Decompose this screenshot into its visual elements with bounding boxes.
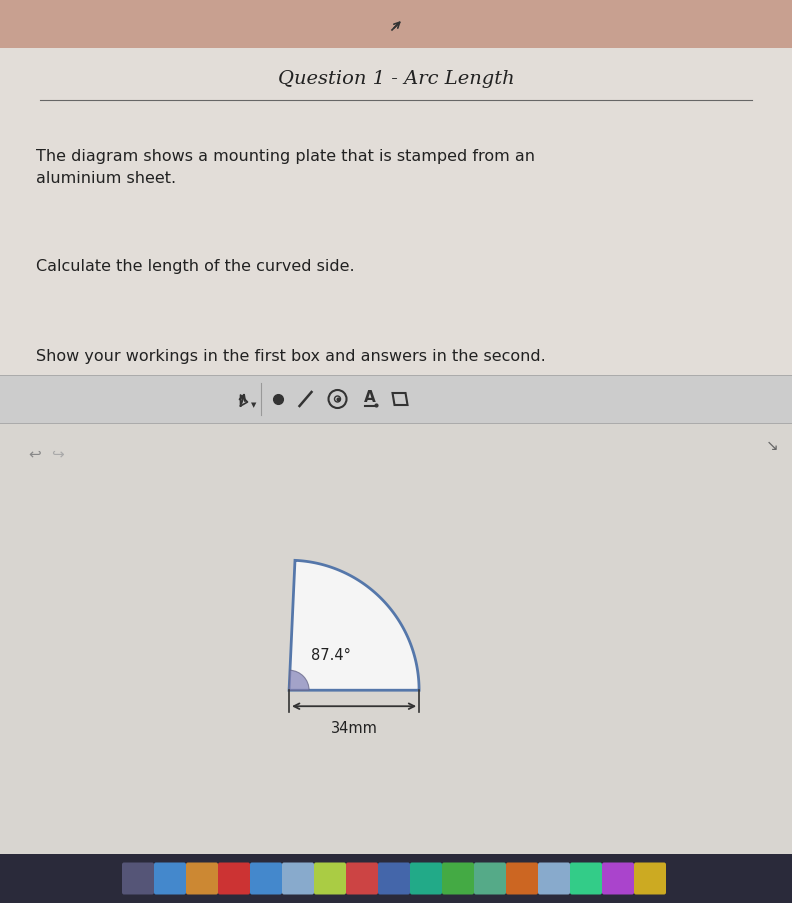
FancyBboxPatch shape (634, 862, 666, 895)
FancyBboxPatch shape (442, 862, 474, 895)
Text: 34mm: 34mm (330, 721, 378, 735)
Bar (0, 49, 792, 854)
Text: The diagram shows a mounting plate that is stamped from an: The diagram shows a mounting plate that … (36, 149, 535, 163)
Text: Show your workings in the first box and answers in the second.: Show your workings in the first box and … (36, 349, 546, 364)
Bar (0, 424, 792, 854)
FancyBboxPatch shape (474, 862, 506, 895)
Bar (0, 0, 792, 49)
FancyBboxPatch shape (410, 862, 442, 895)
FancyBboxPatch shape (154, 862, 186, 895)
FancyBboxPatch shape (602, 862, 634, 895)
Text: A: A (364, 390, 375, 405)
FancyBboxPatch shape (538, 862, 570, 895)
Text: ↘: ↘ (766, 438, 779, 453)
Bar (0, 376, 792, 424)
Text: 87.4°: 87.4° (311, 647, 351, 663)
FancyBboxPatch shape (378, 862, 410, 895)
FancyBboxPatch shape (506, 862, 538, 895)
FancyBboxPatch shape (186, 862, 218, 895)
Wedge shape (289, 671, 309, 691)
FancyBboxPatch shape (346, 862, 378, 895)
Bar (0, 854, 792, 903)
FancyBboxPatch shape (122, 862, 154, 895)
FancyBboxPatch shape (282, 862, 314, 895)
FancyBboxPatch shape (218, 862, 250, 895)
Polygon shape (289, 561, 419, 691)
Text: ↩: ↩ (29, 446, 41, 461)
Text: ↪: ↪ (51, 446, 63, 461)
Text: Calculate the length of the curved side.: Calculate the length of the curved side. (36, 259, 354, 274)
Text: Question 1 - Arc Length: Question 1 - Arc Length (278, 70, 514, 88)
FancyBboxPatch shape (570, 862, 602, 895)
FancyBboxPatch shape (250, 862, 282, 895)
Text: aluminium sheet.: aluminium sheet. (36, 171, 176, 186)
FancyBboxPatch shape (314, 862, 346, 895)
Text: ▼: ▼ (251, 402, 256, 407)
